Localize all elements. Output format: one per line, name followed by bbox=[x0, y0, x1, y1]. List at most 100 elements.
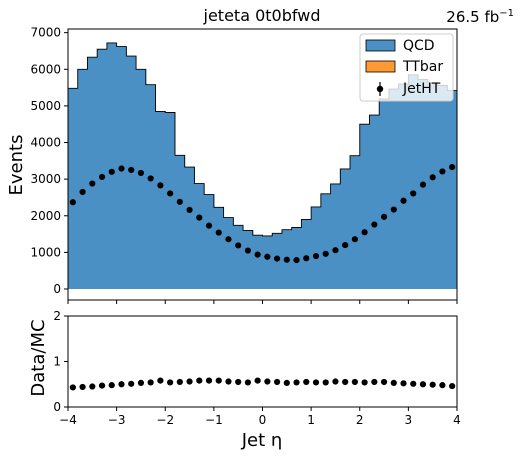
jetht-point bbox=[410, 190, 417, 197]
ratio-point bbox=[196, 377, 203, 384]
jetht-point bbox=[69, 199, 76, 206]
ratio-point bbox=[400, 380, 407, 387]
qcd-bar bbox=[145, 84, 156, 290]
x-tick-label: 0 bbox=[259, 413, 267, 427]
jetht-point bbox=[303, 255, 310, 262]
qcd-bar bbox=[301, 219, 312, 290]
jetht-point bbox=[79, 188, 86, 196]
y-tick-label: 1000 bbox=[30, 245, 61, 259]
jetht-point bbox=[147, 175, 154, 182]
jetht-point bbox=[244, 247, 252, 254]
qcd-bar bbox=[155, 111, 166, 290]
jetht-point bbox=[176, 198, 183, 205]
jetht-point bbox=[225, 236, 232, 243]
ratio-y-tick-label: 1 bbox=[53, 355, 61, 369]
jetht-point bbox=[273, 255, 281, 262]
jetht-point bbox=[167, 190, 174, 197]
legend: QCD TTbar JetHT bbox=[359, 33, 454, 102]
y-tick-label: 7000 bbox=[30, 26, 61, 40]
qcd-bar bbox=[350, 155, 361, 290]
qcd-bar bbox=[106, 42, 118, 290]
ratio-point bbox=[225, 378, 232, 385]
qcd-bar bbox=[243, 230, 254, 290]
jetht-point bbox=[439, 168, 446, 175]
ratio-point bbox=[342, 378, 349, 386]
qcd-bar bbox=[427, 82, 438, 290]
ratio-point bbox=[167, 379, 174, 386]
qcd-bar bbox=[165, 112, 176, 290]
jetht-point bbox=[118, 165, 125, 172]
main-plot-frame bbox=[67, 28, 458, 301]
y-axis-label: Events bbox=[6, 135, 27, 196]
qcd-bar bbox=[388, 89, 400, 290]
y-tick-label: 0 bbox=[53, 282, 61, 296]
legend-swatch-ttbar bbox=[365, 60, 396, 73]
ratio-point bbox=[108, 382, 115, 389]
jetht-point bbox=[283, 256, 290, 263]
ratio-point bbox=[410, 380, 417, 387]
jetht-point bbox=[429, 174, 436, 181]
qcd-bar bbox=[252, 235, 263, 290]
jetht-point bbox=[371, 221, 378, 228]
qcd-bar bbox=[204, 194, 215, 290]
ratio-point bbox=[128, 380, 135, 387]
jetht-point bbox=[449, 163, 456, 171]
y-tick-label: 4000 bbox=[30, 136, 61, 150]
jetht-point bbox=[380, 213, 388, 220]
ratio-point bbox=[390, 379, 397, 386]
lumi-label: 26.5 fb−1 bbox=[446, 8, 514, 26]
ratio-point bbox=[157, 377, 164, 384]
qcd-bar bbox=[340, 168, 351, 290]
jetht-point bbox=[215, 229, 222, 236]
x-tick-label: 3 bbox=[405, 413, 413, 427]
ratio-axes: 0 1 2 −4 −3 −2 −1 0 1 2 3 4 bbox=[53, 309, 460, 427]
jetht-point bbox=[400, 197, 407, 204]
ratio-point bbox=[273, 378, 281, 386]
ratio-point bbox=[351, 378, 358, 386]
qcd-bar bbox=[97, 49, 108, 290]
x-tick-label: −2 bbox=[156, 413, 174, 427]
ratio-point bbox=[98, 382, 106, 389]
ratio-point bbox=[215, 377, 222, 384]
ratio-point bbox=[186, 378, 193, 385]
jetht-point bbox=[89, 180, 96, 187]
jetht-point bbox=[390, 206, 397, 213]
jetht-point bbox=[137, 169, 145, 177]
jetht-point bbox=[254, 251, 261, 258]
qcd-bar bbox=[447, 90, 458, 290]
jetht-point bbox=[264, 253, 271, 260]
qcd-bar bbox=[369, 115, 380, 290]
legend-label-jetht: JetHT bbox=[402, 81, 441, 97]
ratio-point bbox=[419, 381, 427, 388]
ratio-point bbox=[429, 381, 436, 388]
y-tick-label: 6000 bbox=[30, 62, 61, 76]
main-axes: 0 1000 2000 3000 4000 5000 6000 7000 bbox=[30, 26, 458, 304]
ratio-point bbox=[361, 379, 368, 386]
qcd-bar bbox=[184, 167, 195, 290]
ratio-point bbox=[244, 379, 252, 386]
y-tick-label: 5000 bbox=[30, 99, 61, 113]
x-tick-label: −4 bbox=[59, 413, 77, 427]
jetht-point bbox=[351, 236, 358, 243]
chart-title: jeteta 0t0bfwd bbox=[203, 6, 321, 25]
qcd-bar bbox=[359, 124, 370, 290]
ratio-point bbox=[332, 378, 339, 385]
jetht-point bbox=[332, 247, 339, 254]
x-tick-label: −1 bbox=[205, 413, 223, 427]
jetht-point bbox=[98, 173, 106, 181]
qcd-bar bbox=[398, 83, 409, 290]
ratio-point bbox=[79, 383, 86, 391]
ratio-point bbox=[449, 382, 456, 390]
lumi-value: 26.5 fb bbox=[446, 8, 499, 26]
ratio-plot-frame bbox=[67, 315, 458, 408]
ratio-y-tick-label: 2 bbox=[53, 309, 61, 323]
ratio-point bbox=[254, 377, 261, 384]
ratio-point bbox=[312, 379, 320, 386]
ratio-point bbox=[264, 378, 271, 385]
jetht-point bbox=[196, 214, 203, 221]
main-plot-panel: 0 1000 2000 3000 4000 5000 6000 7000 Events QCD… bbox=[6, 26, 458, 304]
ratio-y-tick-label: 0 bbox=[53, 400, 61, 414]
x-tick-label: 1 bbox=[307, 413, 315, 427]
ratio-point bbox=[322, 379, 329, 386]
jetht-point bbox=[361, 229, 368, 236]
